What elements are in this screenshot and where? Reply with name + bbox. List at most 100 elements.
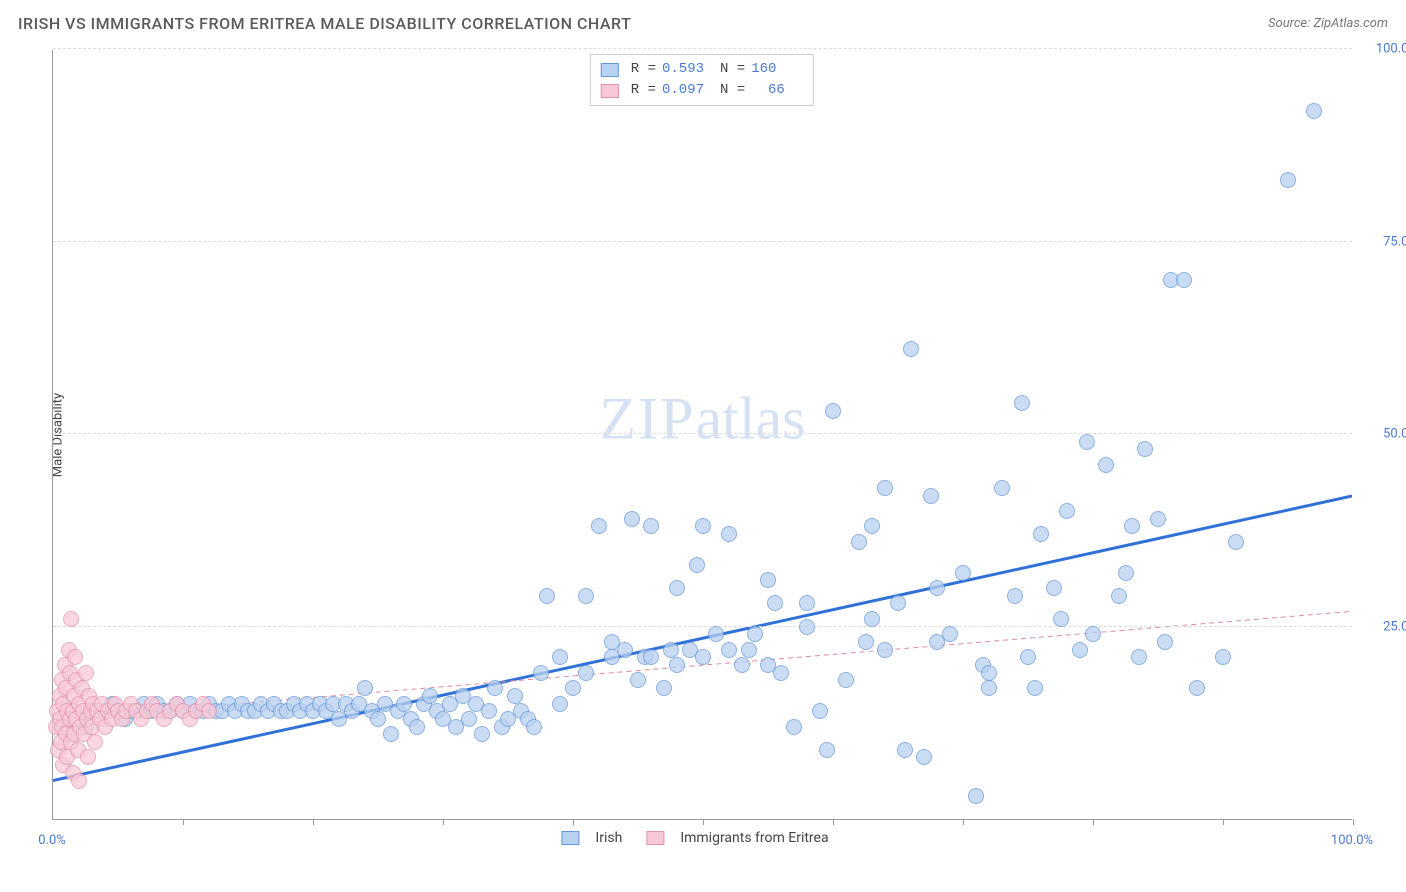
data-point (1150, 511, 1166, 527)
plot-area: ZIPatlas 25.0%50.0%75.0%100.0% (52, 50, 1352, 820)
n-label: N = (720, 80, 745, 101)
x-tick (1223, 819, 1224, 825)
data-point (71, 773, 87, 789)
data-point (643, 649, 659, 665)
data-point (760, 572, 776, 588)
data-point (1118, 565, 1134, 581)
data-point (968, 788, 984, 804)
correlation-row: R =0.593N =160 (601, 59, 803, 80)
data-point (695, 518, 711, 534)
y-tick-label: 100.0% (1376, 42, 1406, 57)
grid-line (53, 433, 1352, 434)
data-point (663, 642, 679, 658)
data-point (1111, 588, 1127, 604)
r-label: R = (631, 80, 656, 101)
data-point (1079, 434, 1095, 450)
data-point (760, 657, 776, 673)
data-point (929, 580, 945, 596)
data-point (604, 649, 620, 665)
data-point (955, 565, 971, 581)
data-point (1033, 526, 1049, 542)
data-point (396, 696, 412, 712)
data-point (474, 726, 490, 742)
bottom-legend: IrishImmigrants from Eritrea (561, 830, 842, 846)
data-point (1027, 680, 1043, 696)
x-tick (313, 819, 314, 825)
data-point (942, 626, 958, 642)
data-point (630, 672, 646, 688)
data-point (1085, 626, 1101, 642)
legend-swatch (561, 831, 579, 845)
y-tick-label: 75.0% (1383, 234, 1406, 249)
data-point (864, 518, 880, 534)
data-point (526, 719, 542, 735)
data-point (1131, 649, 1147, 665)
data-point (1098, 457, 1114, 473)
data-point (669, 580, 685, 596)
data-point (669, 657, 685, 673)
data-point (78, 665, 94, 681)
data-point (357, 680, 373, 696)
watermark: ZIPatlas (600, 385, 806, 454)
data-point (721, 642, 737, 658)
data-point (838, 672, 854, 688)
x-tick (1353, 819, 1354, 825)
data-point (591, 518, 607, 534)
data-point (552, 696, 568, 712)
x-tick-label: 0.0% (38, 833, 66, 848)
data-point (689, 557, 705, 573)
legend-swatch (601, 63, 619, 77)
x-tick (573, 819, 574, 825)
data-point (903, 341, 919, 357)
data-point (799, 595, 815, 611)
grid-line (53, 241, 1352, 242)
data-point (994, 480, 1010, 496)
y-tick-label: 50.0% (1383, 427, 1406, 442)
data-point (897, 742, 913, 758)
data-point (747, 626, 763, 642)
data-point (539, 588, 555, 604)
n-value: 160 (751, 59, 803, 80)
source-attribution: Source: ZipAtlas.com (1268, 16, 1388, 31)
data-point (825, 403, 841, 419)
x-tick-label: 100.0% (1331, 833, 1373, 848)
data-point (552, 649, 568, 665)
data-point (656, 680, 672, 696)
data-point (1215, 649, 1231, 665)
data-point (812, 703, 828, 719)
data-point (1014, 395, 1030, 411)
data-point (578, 665, 594, 681)
data-point (858, 634, 874, 650)
data-point (487, 680, 503, 696)
data-point (890, 595, 906, 611)
data-point (741, 642, 757, 658)
data-point (1306, 103, 1322, 119)
data-point (767, 595, 783, 611)
n-label: N = (720, 59, 745, 80)
x-tick (1093, 819, 1094, 825)
plot-container: Male Disability ZIPatlas 25.0%50.0%75.0%… (52, 50, 1352, 820)
data-point (1007, 588, 1023, 604)
data-point (481, 703, 497, 719)
data-point (695, 649, 711, 665)
data-point (851, 534, 867, 550)
data-point (578, 588, 594, 604)
data-point (786, 719, 802, 735)
data-point (864, 611, 880, 627)
x-tick (443, 819, 444, 825)
r-label: R = (631, 59, 656, 80)
data-point (1176, 272, 1192, 288)
data-point (1072, 642, 1088, 658)
data-point (201, 703, 217, 719)
data-point (1053, 611, 1069, 627)
data-point (799, 619, 815, 635)
data-point (80, 749, 96, 765)
x-tick (183, 819, 184, 825)
data-point (507, 688, 523, 704)
data-point (87, 734, 103, 750)
data-point (67, 649, 83, 665)
legend-swatch (646, 831, 664, 845)
data-point (1280, 172, 1296, 188)
data-point (819, 742, 835, 758)
data-point (1020, 649, 1036, 665)
